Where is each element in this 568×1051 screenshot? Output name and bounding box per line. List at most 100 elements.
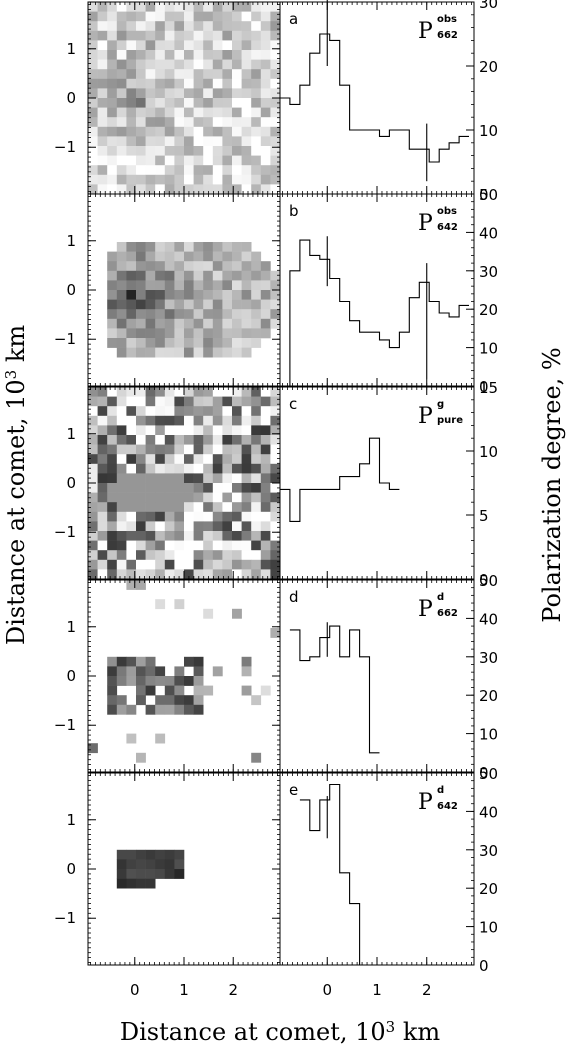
image-pixel bbox=[155, 146, 166, 156]
image-pixel bbox=[184, 184, 194, 195]
image-pixel bbox=[97, 569, 108, 580]
image-pixel bbox=[222, 483, 233, 493]
image-pixel bbox=[270, 387, 281, 397]
image-pixel bbox=[88, 473, 98, 484]
image-pixel bbox=[222, 165, 233, 176]
image-pixel bbox=[126, 328, 137, 339]
image-pixel bbox=[164, 290, 175, 300]
image-pixel bbox=[164, 98, 175, 108]
image-pixel bbox=[88, 40, 98, 51]
right-tick-label: 0 bbox=[479, 571, 489, 589]
image-pixel bbox=[232, 309, 242, 320]
image-pixel bbox=[251, 69, 262, 80]
panel-label-superscript: obs bbox=[437, 206, 457, 217]
image-pixel bbox=[97, 21, 108, 32]
image-pixel bbox=[97, 454, 108, 465]
image-pixel bbox=[155, 599, 166, 610]
image-pixel bbox=[136, 126, 146, 137]
image-pixel bbox=[232, 521, 242, 532]
image-pixel bbox=[193, 406, 204, 417]
image-pixel bbox=[164, 242, 175, 252]
image-pixel bbox=[116, 521, 127, 532]
image-pixel bbox=[116, 309, 127, 320]
image-pixel bbox=[232, 299, 242, 310]
image-pixel bbox=[164, 69, 175, 80]
image-pixel bbox=[88, 184, 98, 195]
image-pixel bbox=[126, 280, 137, 291]
image-pixel bbox=[241, 502, 252, 513]
image-pixel bbox=[193, 261, 204, 272]
image-pixel bbox=[126, 146, 137, 156]
image-pixel bbox=[174, 2, 185, 12]
image-pixel bbox=[107, 492, 118, 503]
image-pixel bbox=[155, 40, 166, 51]
image-pixel bbox=[155, 126, 166, 137]
image-pixel bbox=[203, 454, 214, 465]
image-pixel bbox=[145, 492, 156, 503]
image-pixel bbox=[116, 483, 127, 493]
image-pixel bbox=[241, 406, 252, 417]
image-pixel bbox=[136, 2, 146, 12]
image-pixel bbox=[126, 290, 137, 300]
image-pixel bbox=[222, 78, 233, 89]
image-pixel bbox=[251, 30, 262, 41]
image-pixel bbox=[232, 569, 242, 580]
image-pixel bbox=[145, 30, 156, 41]
image-pixel bbox=[126, 406, 137, 417]
image-pixel bbox=[203, 126, 214, 137]
image-pixel bbox=[203, 608, 214, 619]
image-pixel bbox=[126, 559, 137, 570]
image-pixel bbox=[174, 50, 185, 60]
image-pixel bbox=[116, 318, 127, 329]
image-pixel bbox=[145, 270, 156, 281]
image-pixel bbox=[174, 78, 185, 89]
image-pixel bbox=[155, 78, 166, 89]
image-pixel bbox=[164, 540, 175, 551]
image-pixel bbox=[203, 98, 214, 108]
image-pixel bbox=[88, 531, 98, 541]
image-pixel bbox=[222, 531, 233, 541]
image-pixel bbox=[97, 387, 108, 397]
image-pixel bbox=[232, 251, 242, 262]
image-pixel bbox=[241, 435, 252, 445]
image-pixel bbox=[164, 569, 175, 580]
image-pixel bbox=[232, 492, 242, 503]
image-pixel bbox=[107, 165, 118, 176]
image-pixel bbox=[184, 155, 194, 166]
y-tick-label: 0 bbox=[66, 474, 76, 492]
image-pixel bbox=[155, 406, 166, 417]
image-pixel bbox=[203, 406, 214, 417]
image-pixel bbox=[184, 656, 194, 667]
image-pixel bbox=[97, 396, 108, 407]
image-pixel bbox=[116, 869, 127, 879]
image-pixel bbox=[203, 483, 214, 493]
image-pixel bbox=[241, 685, 252, 696]
image-pixel bbox=[155, 733, 166, 744]
image-pixel bbox=[88, 743, 98, 754]
image-pixel bbox=[212, 40, 223, 51]
image-pixel bbox=[155, 396, 166, 407]
image-pixel bbox=[260, 463, 271, 474]
image-pixel bbox=[193, 511, 204, 522]
panel-label: P bbox=[418, 597, 433, 622]
image-pixel bbox=[241, 415, 252, 426]
image-pixel bbox=[155, 859, 166, 870]
image-pixel bbox=[212, 69, 223, 80]
image-pixel bbox=[203, 338, 214, 348]
image-pixel bbox=[232, 11, 242, 22]
image-pixel bbox=[174, 569, 185, 580]
image-pixel bbox=[251, 40, 262, 51]
image-pixel bbox=[145, 126, 156, 137]
image-pixel bbox=[155, 242, 166, 252]
image-pixel bbox=[193, 387, 204, 397]
image-pixel bbox=[107, 290, 118, 300]
image-pixel bbox=[241, 126, 252, 137]
panel-label-subscript: 642 bbox=[437, 222, 458, 233]
image-pixel bbox=[88, 492, 98, 503]
image-pixel bbox=[212, 435, 223, 445]
right-tick-label: 40 bbox=[479, 224, 498, 242]
image-pixel bbox=[212, 502, 223, 513]
image-pixel bbox=[232, 608, 242, 619]
image-pixel bbox=[107, 2, 118, 12]
